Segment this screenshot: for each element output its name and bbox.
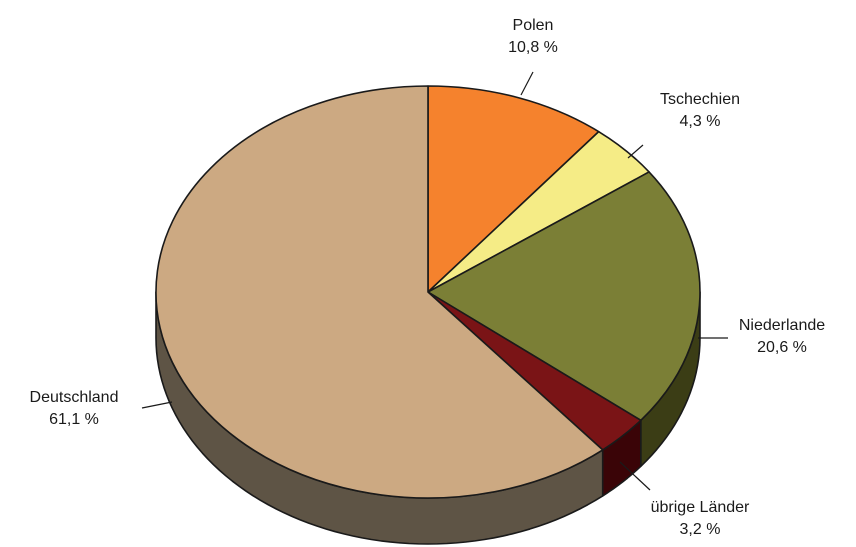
slice-value-deutschland: 61,1 % [49,411,99,428]
slice-value-niederlande: 20,6 % [757,339,807,356]
leader-line-polen [521,72,533,95]
slice-value-tschechien: 4,3 % [680,113,721,130]
slice-label-niederlande: Niederlande [739,317,825,334]
slice-label-uebrige-laender: übrige Länder [651,499,750,516]
leader-line-deutschland [142,402,172,408]
slice-label-deutschland: Deutschland [30,389,119,406]
slice-value-polen: 10,8 % [508,39,558,56]
slice-label-tschechien: Tschechien [660,91,740,108]
leader-line-tschechien [628,145,643,158]
pie-top-slices [156,86,700,498]
slice-value-uebrige-laender: 3,2 % [680,521,721,538]
slice-label-polen: Polen [513,17,554,34]
